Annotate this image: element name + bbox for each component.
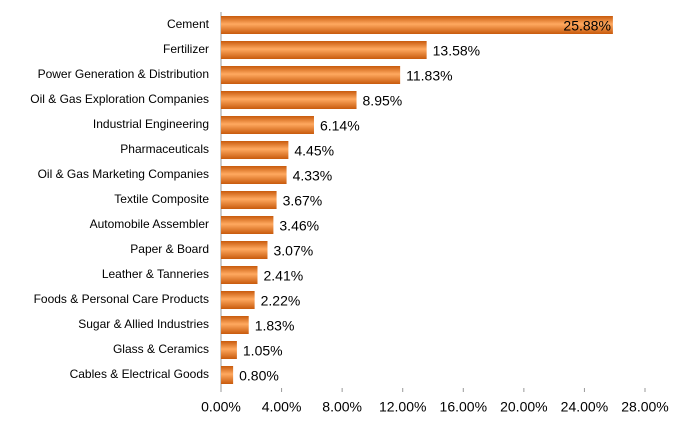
value-label: 1.83% xyxy=(255,318,295,334)
bar xyxy=(221,91,357,109)
bar xyxy=(221,191,277,209)
y-tick-label: Power Generation & Distribution xyxy=(38,67,209,81)
bar xyxy=(221,216,274,234)
x-tick-label: 20.00% xyxy=(500,399,547,415)
y-tick-label: Oil & Gas Marketing Companies xyxy=(38,167,209,181)
bar xyxy=(221,241,268,259)
y-tick-label: Paper & Board xyxy=(130,242,209,256)
value-label: 2.22% xyxy=(261,293,301,309)
x-tick-label: 24.00% xyxy=(561,399,608,415)
bar xyxy=(221,141,289,159)
y-tick-label: Industrial Engineering xyxy=(93,117,209,131)
x-tick-label: 12.00% xyxy=(379,399,426,415)
bar xyxy=(221,166,287,184)
value-label: 13.58% xyxy=(433,43,480,59)
bar xyxy=(221,16,613,34)
x-tick-label: 8.00% xyxy=(322,399,362,415)
y-tick-label: Fertilizer xyxy=(163,42,209,56)
x-tick-label: 28.00% xyxy=(621,399,668,415)
bar xyxy=(221,66,401,84)
y-tick-label: Automobile Assembler xyxy=(90,217,209,231)
y-tick-label: Oil & Gas Exploration Companies xyxy=(30,92,209,106)
value-label: 25.88% xyxy=(563,18,610,34)
value-label: 11.83% xyxy=(406,68,452,84)
y-tick-label: Cement xyxy=(167,17,210,31)
bar xyxy=(221,316,249,334)
y-tick-label: Glass & Ceramics xyxy=(113,342,209,356)
bar xyxy=(221,41,427,59)
value-label: 4.33% xyxy=(293,168,333,184)
value-label: 6.14% xyxy=(320,118,360,134)
y-tick-label: Textile Composite xyxy=(114,192,209,206)
value-label: 3.67% xyxy=(283,193,323,209)
y-tick-label: Cables & Electrical Goods xyxy=(70,367,209,381)
value-label: 2.41% xyxy=(263,268,303,284)
x-tick-label: 16.00% xyxy=(440,399,487,415)
value-label: 8.95% xyxy=(363,93,403,109)
value-label: 3.07% xyxy=(273,243,313,259)
value-label: 3.46% xyxy=(279,218,319,234)
value-label: 4.45% xyxy=(294,143,334,159)
bar xyxy=(221,266,258,284)
bar xyxy=(221,341,237,359)
bar xyxy=(221,291,255,309)
value-label: 0.80% xyxy=(239,368,279,384)
bar xyxy=(221,366,234,384)
bar xyxy=(221,116,314,134)
y-tick-label: Pharmaceuticals xyxy=(120,142,209,156)
y-tick-label: Sugar & Allied Industries xyxy=(78,317,209,331)
y-tick-label: Foods & Personal Care Products xyxy=(34,292,209,306)
x-tick-label: 0.00% xyxy=(201,399,241,415)
value-label: 1.05% xyxy=(243,343,283,359)
y-tick-label: Leather & Tanneries xyxy=(102,267,209,281)
x-tick-label: 4.00% xyxy=(262,399,302,415)
